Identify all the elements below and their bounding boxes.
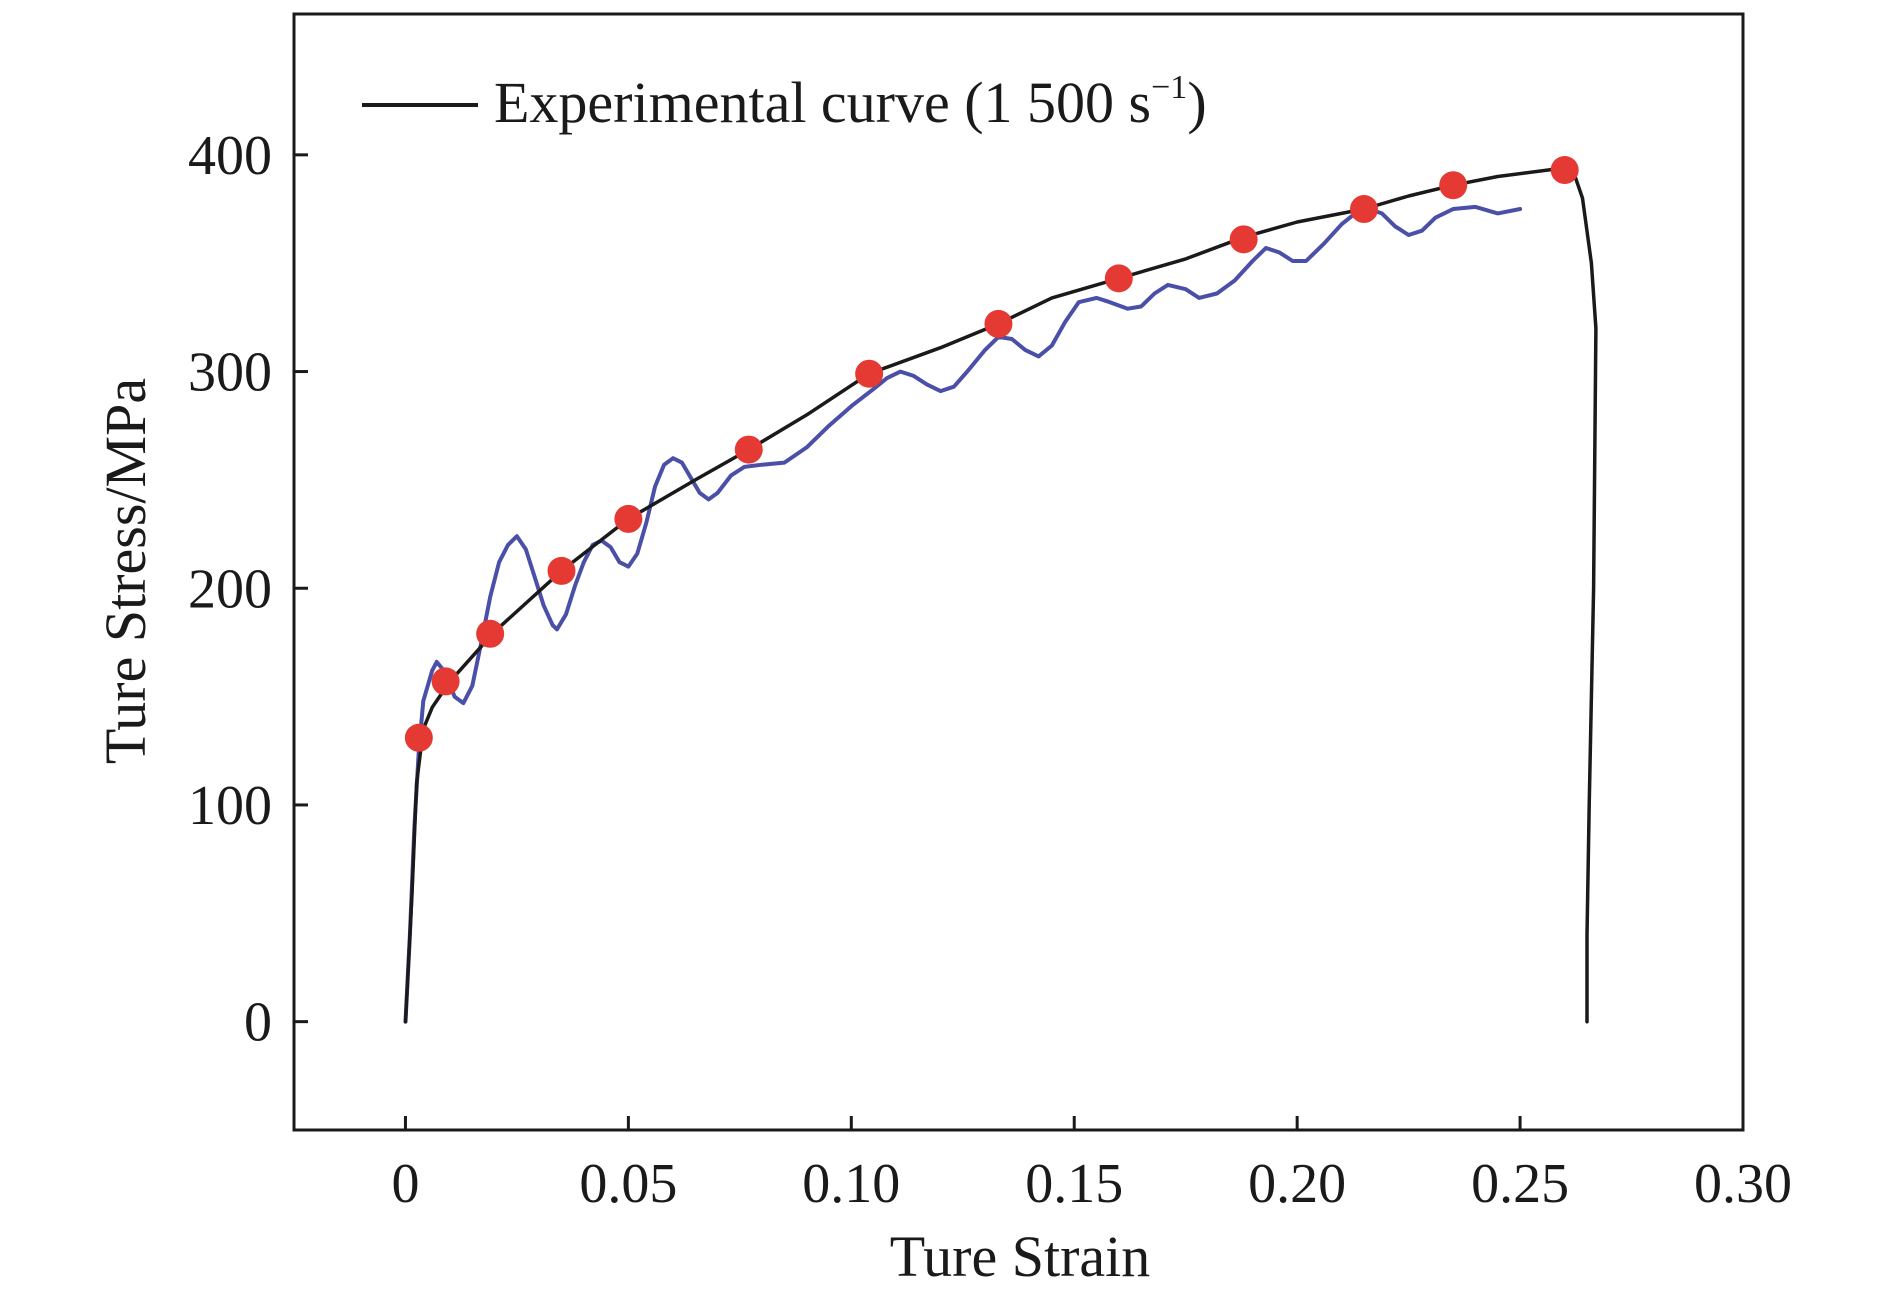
x-tick-label: 0.05 bbox=[579, 1153, 677, 1215]
data-point-marker bbox=[1229, 225, 1258, 254]
y-tick-label: 0 bbox=[244, 992, 272, 1054]
y-axis-title: Ture Stress/MPa bbox=[93, 378, 158, 764]
data-point-marker bbox=[1104, 264, 1133, 293]
data-point-marker bbox=[1439, 171, 1468, 200]
x-tick-label: 0.30 bbox=[1694, 1153, 1792, 1215]
y-tick-label: 100 bbox=[188, 775, 272, 837]
y-tick-label: 200 bbox=[188, 558, 272, 620]
data-point-marker bbox=[734, 435, 763, 464]
data-point-marker bbox=[404, 723, 433, 752]
x-tick-label: 0 bbox=[391, 1153, 419, 1215]
data-point-marker bbox=[614, 504, 643, 533]
legend: Experimental curve (1 500 s−1) bbox=[362, 69, 1207, 135]
x-tick-label: 0.15 bbox=[1025, 1153, 1123, 1215]
data-point-marker bbox=[1350, 195, 1379, 224]
legend-label: Experimental curve (1 500 s−1) bbox=[494, 69, 1207, 135]
data-point-marker bbox=[984, 309, 1013, 338]
data-point-marker bbox=[1550, 156, 1579, 185]
series-line-experimental bbox=[403, 166, 1598, 1024]
series-line-oscillating bbox=[403, 204, 1523, 1024]
data-point-marker bbox=[855, 359, 884, 388]
x-tick-label: 0.25 bbox=[1471, 1153, 1569, 1215]
x-tick-label: 0.20 bbox=[1248, 1153, 1346, 1215]
x-tick-label: 0.10 bbox=[802, 1153, 900, 1215]
series-layer bbox=[403, 166, 1598, 1024]
axis-ticks: 0 0.05 0.10 0.15 0.20 0.25 0.30 0 100 200 300 400 bbox=[188, 125, 1792, 1215]
plot-area bbox=[292, 12, 1745, 1132]
y-tick-label: 400 bbox=[188, 125, 272, 187]
x-axis-title: Ture Strain bbox=[890, 1224, 1151, 1289]
plot-frame bbox=[292, 12, 1745, 1132]
data-point-marker bbox=[547, 556, 576, 585]
data-point-marker bbox=[431, 667, 460, 696]
y-tick-label: 300 bbox=[188, 342, 272, 404]
marker-layer bbox=[404, 156, 1579, 752]
data-point-marker bbox=[476, 619, 505, 648]
